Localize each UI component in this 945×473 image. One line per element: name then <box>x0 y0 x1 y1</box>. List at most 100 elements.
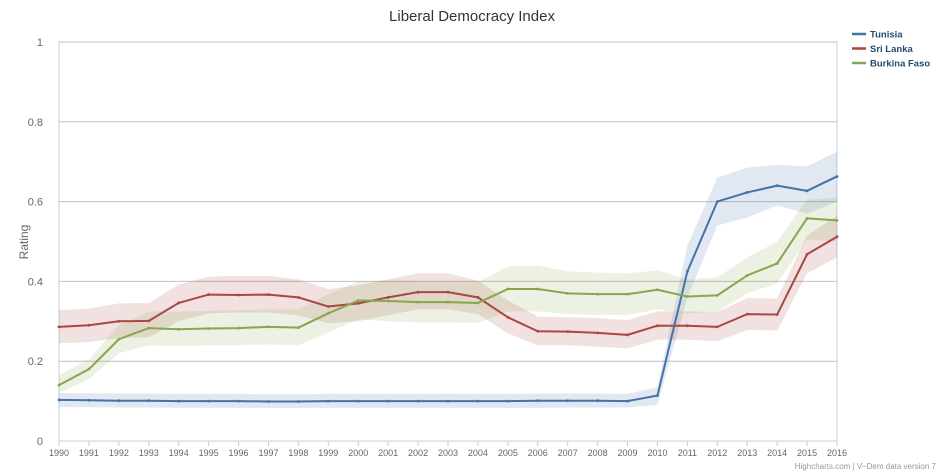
data-point-sri-lanka[interactable] <box>745 312 749 316</box>
data-point-tunisia[interactable] <box>237 399 240 403</box>
data-point-burkina-faso[interactable] <box>207 327 211 330</box>
legend-item-burkina-faso[interactable]: Burkina Faso <box>852 59 930 70</box>
credits[interactable]: Highcharts.com | V–Dem data version 7 <box>795 462 937 471</box>
data-point-tunisia[interactable] <box>656 394 659 397</box>
data-point-tunisia[interactable] <box>566 399 570 403</box>
data-point-sri-lanka[interactable] <box>177 301 181 305</box>
x-tick-label: 1994 <box>169 448 189 458</box>
x-tick-label: 2004 <box>468 448 488 458</box>
data-point-sri-lanka[interactable] <box>656 324 659 328</box>
data-point-burkina-faso[interactable] <box>656 288 659 292</box>
x-tick-label: 2005 <box>498 448 518 458</box>
data-point-sri-lanka[interactable] <box>596 331 600 335</box>
data-point-tunisia[interactable] <box>506 399 510 403</box>
data-point-burkina-faso[interactable] <box>536 287 540 291</box>
x-tick-label: 1990 <box>49 448 69 458</box>
data-point-burkina-faso[interactable] <box>775 262 779 265</box>
data-point-burkina-faso[interactable] <box>745 274 749 277</box>
x-tick-label: 2008 <box>588 448 608 458</box>
data-point-sri-lanka[interactable] <box>237 293 240 297</box>
data-point-tunisia[interactable] <box>147 399 151 403</box>
data-point-tunisia[interactable] <box>626 399 629 403</box>
chart-title: Liberal Democracy Index <box>389 8 555 25</box>
data-point-burkina-faso[interactable] <box>237 326 240 330</box>
data-point-burkina-faso[interactable] <box>566 291 570 295</box>
data-point-sri-lanka[interactable] <box>626 333 629 337</box>
data-point-sri-lanka[interactable] <box>566 330 570 334</box>
data-point-burkina-faso[interactable] <box>267 325 270 329</box>
data-point-sri-lanka[interactable] <box>386 295 390 299</box>
data-point-burkina-faso[interactable] <box>147 326 151 330</box>
x-tick-label: 1991 <box>79 448 99 458</box>
data-point-burkina-faso[interactable] <box>386 299 390 303</box>
data-point-tunisia[interactable] <box>775 184 779 188</box>
data-point-tunisia[interactable] <box>805 189 809 193</box>
data-point-tunisia[interactable] <box>715 200 719 204</box>
data-point-tunisia[interactable] <box>87 398 91 402</box>
x-tick-label: 2015 <box>797 448 817 458</box>
data-point-sri-lanka[interactable] <box>296 295 300 299</box>
data-point-burkina-faso[interactable] <box>476 301 480 305</box>
data-point-burkina-faso[interactable] <box>596 292 600 296</box>
data-point-sri-lanka[interactable] <box>775 313 779 316</box>
data-point-tunisia[interactable] <box>685 270 689 273</box>
data-point-burkina-faso[interactable] <box>685 295 689 298</box>
x-tick-label: 1993 <box>139 448 159 458</box>
data-point-sri-lanka[interactable] <box>685 324 689 328</box>
data-point-tunisia[interactable] <box>386 399 390 403</box>
data-point-tunisia[interactable] <box>207 399 211 403</box>
data-point-burkina-faso[interactable] <box>835 218 839 222</box>
data-point-tunisia[interactable] <box>835 175 839 178</box>
data-point-burkina-faso[interactable] <box>326 311 330 315</box>
data-point-burkina-faso[interactable] <box>416 300 420 304</box>
data-point-burkina-faso[interactable] <box>117 337 121 341</box>
data-point-sri-lanka[interactable] <box>536 329 540 333</box>
legend-item-tunisia[interactable]: Tunisia <box>852 30 903 41</box>
data-point-tunisia[interactable] <box>476 399 480 403</box>
data-point-tunisia[interactable] <box>267 400 270 403</box>
data-point-sri-lanka[interactable] <box>117 319 121 323</box>
data-point-sri-lanka[interactable] <box>506 315 510 319</box>
y-axis-label: Rating <box>17 225 31 260</box>
data-point-tunisia[interactable] <box>177 399 181 403</box>
data-point-sri-lanka[interactable] <box>57 325 61 329</box>
data-point-sri-lanka[interactable] <box>835 235 839 239</box>
data-point-burkina-faso[interactable] <box>506 287 510 291</box>
data-point-burkina-faso[interactable] <box>57 383 61 387</box>
data-point-sri-lanka[interactable] <box>147 319 151 323</box>
data-point-tunisia[interactable] <box>117 399 121 403</box>
data-point-sri-lanka[interactable] <box>715 325 719 329</box>
data-point-sri-lanka[interactable] <box>805 252 809 256</box>
data-point-burkina-faso[interactable] <box>446 300 450 304</box>
data-point-tunisia[interactable] <box>536 399 540 403</box>
data-point-tunisia[interactable] <box>296 400 300 403</box>
x-tick-label: 2010 <box>647 448 667 458</box>
confidence-band-sri-lanka <box>59 215 837 349</box>
data-point-sri-lanka[interactable] <box>476 295 480 299</box>
data-point-burkina-faso[interactable] <box>626 292 629 296</box>
legend-item-sri-lanka[interactable]: Sri Lanka <box>852 44 913 55</box>
data-point-tunisia[interactable] <box>356 399 360 403</box>
data-point-sri-lanka[interactable] <box>87 323 91 327</box>
y-axis: 0 0.2 0.4 0.6 0.8 1 <box>28 37 43 448</box>
data-point-tunisia[interactable] <box>416 399 420 403</box>
data-point-burkina-faso[interactable] <box>805 216 809 220</box>
data-point-tunisia[interactable] <box>57 398 61 402</box>
data-point-sri-lanka[interactable] <box>267 293 270 296</box>
data-point-burkina-faso[interactable] <box>715 293 719 297</box>
data-point-sri-lanka[interactable] <box>326 305 330 308</box>
data-point-tunisia[interactable] <box>745 191 749 194</box>
data-point-burkina-faso[interactable] <box>87 367 91 371</box>
data-point-burkina-faso[interactable] <box>296 326 300 330</box>
y-tick-label: 0 <box>37 436 43 448</box>
data-point-burkina-faso[interactable] <box>177 327 181 331</box>
data-point-sri-lanka[interactable] <box>207 293 211 296</box>
legend[interactable]: Tunisia Sri Lanka Burkina Faso <box>852 30 930 70</box>
data-point-sri-lanka[interactable] <box>446 290 450 294</box>
data-point-sri-lanka[interactable] <box>356 301 360 305</box>
data-point-tunisia[interactable] <box>326 399 330 403</box>
data-point-burkina-faso[interactable] <box>356 299 360 302</box>
data-point-tunisia[interactable] <box>596 399 600 403</box>
data-point-tunisia[interactable] <box>446 399 450 403</box>
data-point-sri-lanka[interactable] <box>416 290 420 294</box>
